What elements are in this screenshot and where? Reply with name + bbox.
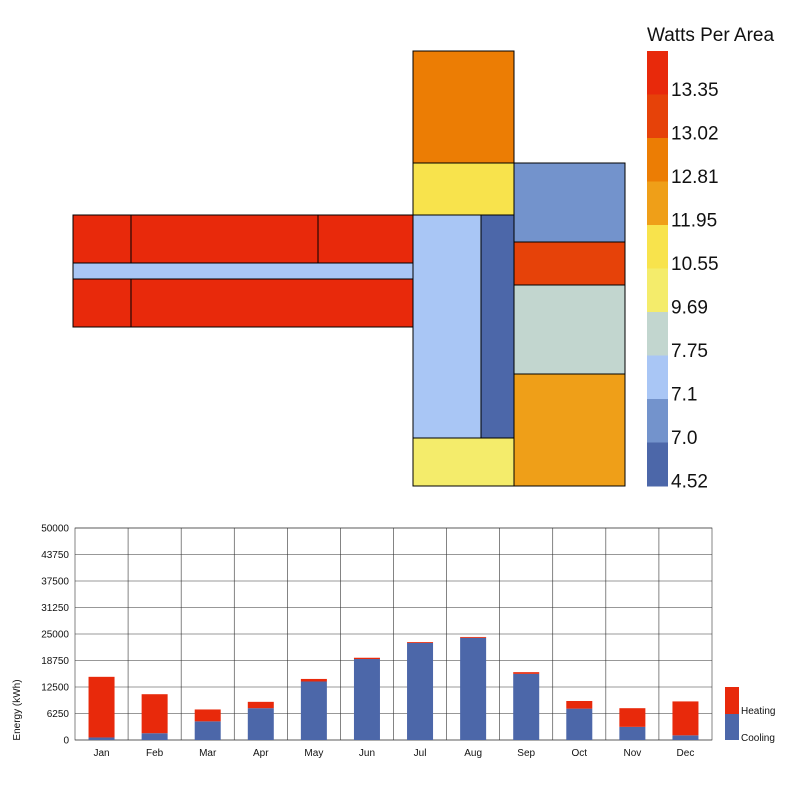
bar-heating-apr (247, 701, 274, 709)
x-tick-label: Sep (517, 748, 535, 759)
legend-label-heating: Heating (741, 706, 775, 717)
scale-label: 13.02 (671, 124, 719, 145)
y-tick-label: 6250 (47, 709, 70, 720)
bar-heating-feb (141, 694, 168, 734)
legend-swatch-heating (725, 687, 739, 714)
bar-cooling-may (300, 681, 327, 740)
scale-swatch (647, 268, 668, 313)
bar-heating-may (300, 678, 327, 682)
zone-east-1 (513, 162, 626, 243)
y-tick-label: 37500 (41, 577, 69, 588)
scale-swatch (647, 138, 668, 182)
legend-label-cooling: Cooling (741, 733, 775, 744)
bar-cooling-mar (194, 721, 221, 740)
y-tick-label: 50000 (41, 524, 69, 535)
chart-bars (88, 636, 699, 740)
bar-cooling-oct (566, 708, 593, 740)
energy-bar-chart: 0 6250 12500 18750 25000 31250 37500 43750 50000… (12, 524, 775, 760)
x-tick-label: Dec (677, 748, 695, 759)
zone-corridor (72, 262, 414, 280)
chart-grid (74, 527, 713, 741)
zone-west-south-1 (72, 278, 132, 328)
bar-cooling-nov (619, 726, 646, 740)
y-tick-label: 25000 (41, 630, 69, 641)
zone-core-east (480, 214, 515, 439)
zone-west-south-2 (130, 278, 414, 328)
bar-heating-nov (619, 708, 646, 727)
scale-label: 7.1 (671, 385, 697, 406)
scale-swatch (647, 225, 668, 269)
scale-swatch (647, 442, 668, 487)
bar-cooling-jul (407, 642, 434, 740)
y-axis-ticks: 0 6250 12500 18750 25000 31250 37500 43750 50000 (41, 524, 69, 747)
bar-cooling-dec (672, 735, 699, 740)
scale-swatch (647, 181, 668, 226)
y-tick-label: 43750 (41, 550, 69, 561)
x-tick-label: Jan (93, 748, 109, 759)
x-tick-label: Nov (623, 748, 641, 759)
scale-swatch (647, 355, 668, 400)
zone-west-north-3 (317, 214, 414, 264)
bar-heating-dec (672, 701, 699, 736)
bar-cooling-feb (141, 733, 168, 740)
x-tick-label: Aug (464, 748, 482, 759)
bar-cooling-jan (88, 737, 115, 740)
x-tick-label: Feb (146, 748, 164, 759)
scale-label: 10.55 (671, 254, 719, 275)
scale-label: 13.35 (671, 80, 719, 101)
scale-swatch (647, 94, 668, 139)
zone-core-south (412, 437, 515, 487)
x-tick-label: Apr (253, 748, 269, 759)
scale-label: 9.69 (671, 298, 708, 319)
scale-label: 12.81 (671, 167, 719, 188)
x-tick-label: Jul (414, 748, 427, 759)
scale-swatch (647, 51, 668, 95)
color-scale (647, 51, 668, 487)
bar-heating-oct (566, 700, 593, 709)
bar-cooling-apr (247, 708, 274, 740)
scale-swatch (647, 312, 668, 356)
scale-swatch (647, 399, 668, 443)
color-scale-labels: 13.35 13.02 12.81 11.95 10.55 9.69 7.75 7.1 7.0 4… (671, 80, 719, 493)
heatmap-legend: Watts Per Area 13.35 13.02 12.81 11.95 10.55… (647, 25, 774, 493)
bar-cooling-sep (513, 673, 540, 740)
bar-cooling-aug (460, 637, 487, 740)
scale-label: 4.52 (671, 472, 708, 493)
zone-north-block (412, 50, 515, 164)
zone-west-north-2 (130, 214, 319, 264)
bar-heating-sep (513, 672, 540, 674)
y-axis-label: Energy (kWh) (12, 679, 23, 740)
scale-label: 7.0 (671, 428, 697, 449)
zone-east-2 (513, 241, 626, 286)
legend-swatch-cooling (725, 714, 739, 740)
x-tick-label: Oct (572, 748, 588, 759)
y-tick-label: 31250 (41, 603, 69, 614)
x-axis-ticks: Jan Feb Mar Apr May Jun Jul Aug Sep Oct Nov Dec (93, 748, 694, 759)
scale-label: 7.75 (671, 341, 708, 362)
bar-heating-mar (194, 709, 221, 722)
bar-heating-jun (353, 657, 380, 660)
x-tick-label: Mar (199, 748, 217, 759)
x-tick-label: Jun (359, 748, 375, 759)
y-tick-label: 0 (63, 736, 69, 747)
zone-east-3 (513, 284, 626, 375)
y-tick-label: 12500 (41, 683, 69, 694)
bar-heating-jul (407, 642, 434, 643)
zone-core-west (412, 214, 482, 439)
bar-cooling-jun (353, 659, 380, 740)
chart-legend: Heating Cooling (725, 687, 775, 744)
scale-label: 11.95 (671, 211, 717, 232)
legend-title: Watts Per Area (647, 25, 774, 46)
bar-heating-jan (88, 676, 115, 738)
floor-plan-heatmap (72, 50, 626, 487)
zone-east-4 (513, 373, 626, 487)
x-tick-label: May (304, 748, 323, 759)
zone-west-north-1 (72, 214, 132, 264)
bar-heating-aug (460, 636, 487, 638)
y-tick-label: 18750 (41, 656, 69, 667)
zone-core-north (412, 162, 515, 216)
